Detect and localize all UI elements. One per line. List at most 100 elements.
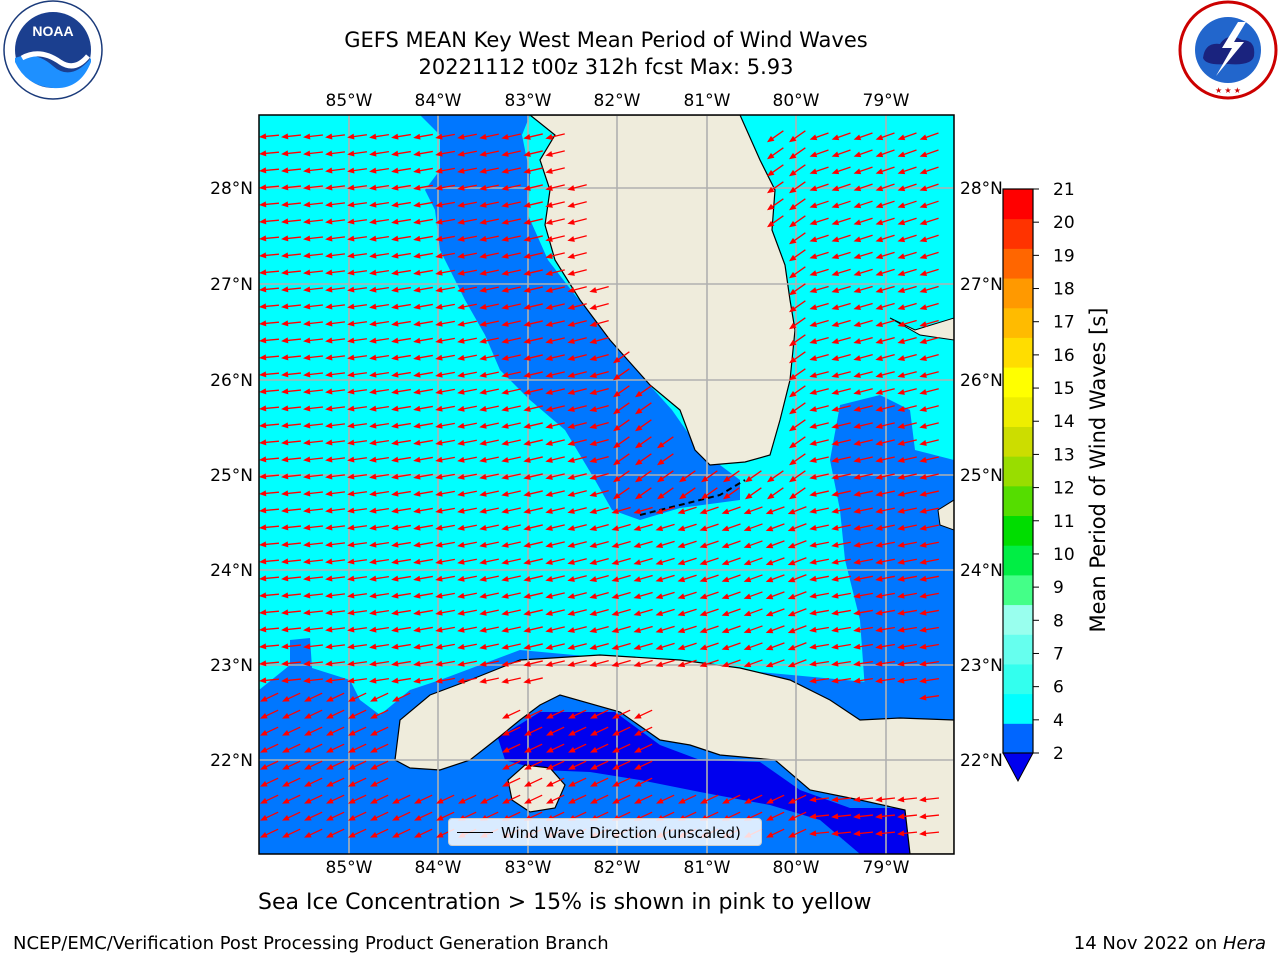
colorbar-tick-label: 16: [1053, 346, 1075, 366]
wind-wave-arrow: [435, 507, 455, 514]
wind-wave-arrow: [347, 303, 368, 310]
wind-wave-arrow: [897, 473, 917, 480]
lat-label-left: 24°N: [210, 561, 253, 581]
wind-wave-arrow: [260, 709, 279, 719]
wind-wave-arrow: [788, 811, 807, 821]
lat-label-right: 23°N: [960, 656, 1003, 676]
wind-wave-arrow: [391, 558, 411, 565]
land-grand-bahama: [889, 317, 954, 341]
wind-wave-arrow: [589, 473, 609, 480]
wind-wave-arrow: [809, 609, 829, 616]
wind-wave-arrow: [612, 487, 630, 500]
wind-wave-arrow: [788, 402, 806, 415]
wind-wave-arrow: [259, 286, 280, 293]
wind-wave-arrow: [611, 591, 631, 599]
wind-wave-arrow: [347, 660, 368, 667]
wind-wave-arrow: [853, 354, 873, 361]
wind-wave-arrow: [524, 760, 543, 770]
wind-wave-arrow: [787, 574, 807, 583]
wind-wave-arrow: [897, 813, 918, 820]
wind-wave-arrow: [655, 591, 675, 600]
wind-wave-arrow: [875, 813, 896, 820]
wind-wave-arrow: [612, 709, 631, 719]
wind-wave-arrow: [633, 608, 653, 617]
wind-wave-arrow: [457, 592, 477, 599]
wind-wave-arrow: [501, 252, 521, 259]
wind-wave-arrow: [501, 133, 521, 140]
wind-wave-arrow: [325, 575, 346, 582]
wind-wave-arrow: [523, 167, 543, 174]
wind-wave-arrow: [677, 608, 697, 617]
wind-wave-arrow: [391, 473, 411, 480]
wind-wave-arrow: [831, 268, 851, 277]
wind-wave-arrow: [259, 677, 280, 684]
zone-2-4-bahamas: [830, 395, 954, 740]
wind-wave-arrow: [809, 541, 829, 548]
wind-wave-arrow: [853, 609, 873, 616]
wind-wave-arrow: [502, 760, 521, 770]
wind-wave-arrow: [457, 456, 477, 463]
wind-wave-arrow: [633, 523, 653, 532]
wind-wave-arrow: [809, 439, 829, 446]
wind-wave-arrow: [413, 490, 433, 497]
wind-wave-arrow: [634, 385, 652, 398]
wind-wave-arrow: [501, 150, 521, 157]
colorbar-bin: [1003, 189, 1033, 220]
wind-wave-arrow: [281, 337, 302, 344]
wind-wave-arrow: [809, 830, 830, 837]
wind-wave-arrow: [897, 490, 917, 497]
wind-wave-arrow: [457, 609, 477, 616]
wind-wave-arrow: [523, 201, 543, 208]
wind-wave-arrow: [634, 402, 652, 415]
wind-wave-arrow: [853, 285, 873, 294]
wind-wave-arrow: [347, 371, 368, 378]
wind-wave-arrow: [567, 541, 587, 548]
wind-wave-arrow: [435, 133, 455, 140]
wind-wave-arrow: [281, 184, 302, 191]
wind-wave-arrow: [612, 794, 631, 804]
wind-wave-arrow: [919, 149, 939, 158]
wind-wave-arrow: [479, 422, 499, 429]
wind-wave-arrow: [369, 643, 389, 650]
wind-wave-arrow: [831, 234, 851, 243]
wind-wave-arrow: [897, 285, 917, 294]
colorbar-tick-label: 14: [1053, 412, 1075, 432]
wind-wave-arrow: [325, 184, 346, 191]
wind-wave-arrow: [656, 453, 674, 466]
wind-wave-arrow: [788, 198, 806, 211]
wind-wave-arrow: [348, 743, 367, 753]
wind-wave-arrows: [259, 130, 940, 838]
wind-wave-arrow: [325, 218, 346, 225]
footer-host: Hera: [1222, 933, 1266, 954]
wind-wave-arrow: [897, 251, 917, 260]
wind-wave-arrow: [567, 269, 587, 276]
lon-label-bottom: 81°W: [684, 858, 731, 878]
wind-wave-arrow: [897, 439, 917, 446]
wind-wave-arrow: [259, 507, 280, 514]
wind-wave-arrow: [369, 286, 389, 293]
wind-wave-arrow: [303, 473, 324, 480]
wind-wave-arrow: [501, 218, 521, 225]
wind-wave-arrow: [897, 677, 917, 684]
wind-wave-arrow: [611, 540, 631, 548]
lat-label-right: 22°N: [960, 751, 1003, 771]
wind-wave-arrow: [435, 150, 455, 157]
wind-wave-arrow: [413, 201, 433, 208]
wind-wave-arrow: [788, 164, 806, 177]
lon-label-bottom: 79°W: [863, 858, 910, 878]
wind-wave-arrow: [788, 181, 806, 194]
wind-wave-arrow: [831, 354, 851, 361]
wind-wave-arrow: [699, 625, 719, 634]
wind-wave-arrow: [457, 490, 477, 497]
wind-wave-arrow: [545, 490, 565, 497]
wind-wave-arrow: [523, 660, 543, 667]
wind-wave-arrow: [304, 743, 323, 753]
wind-wave-arrow: [634, 794, 653, 804]
wind-wave-arrow: [348, 709, 367, 719]
wind-wave-arrow: [545, 371, 565, 378]
wind-wave-arrow: [787, 625, 807, 634]
wind-wave-arrow: [369, 235, 389, 242]
wind-wave-arrow: [391, 388, 411, 395]
wind-wave-arrow: [479, 184, 499, 191]
wind-wave-arrow: [325, 592, 346, 599]
